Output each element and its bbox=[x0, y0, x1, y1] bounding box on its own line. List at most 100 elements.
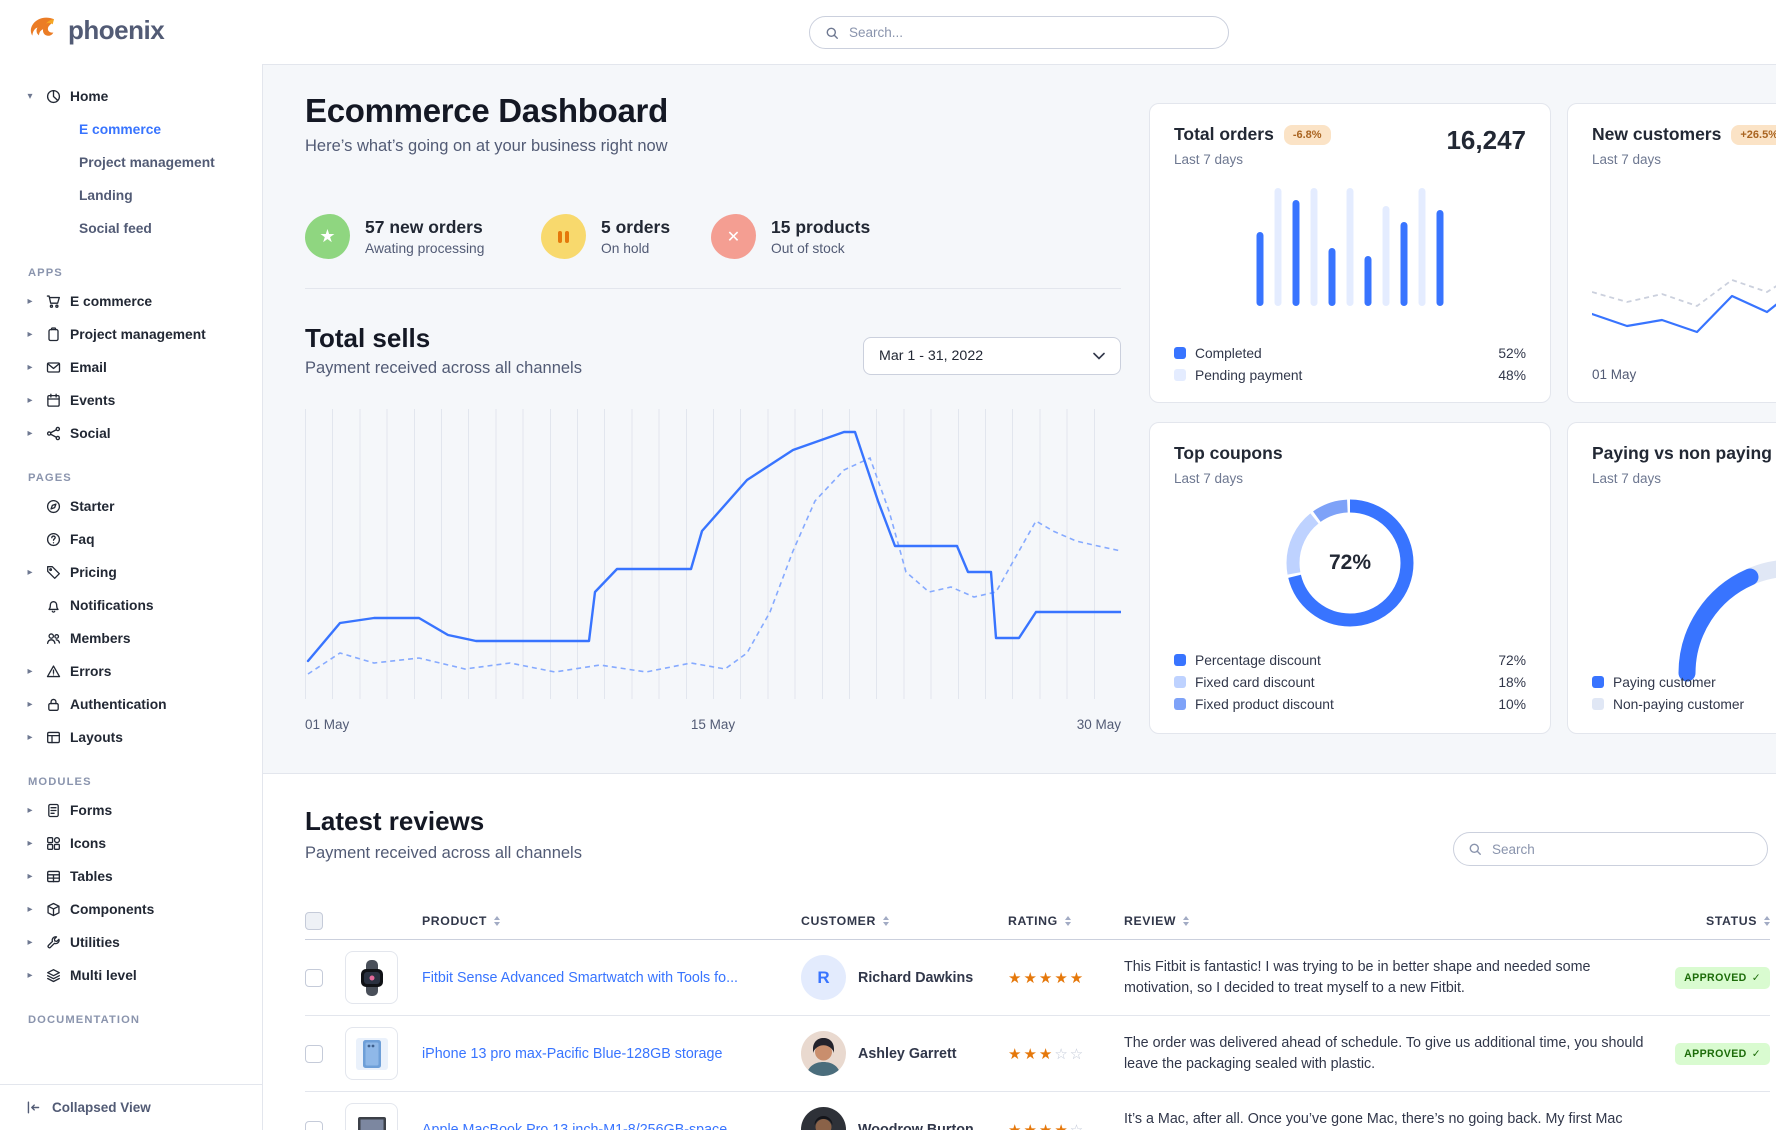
paying-vs-non-paying-card: Paying vs non paying Last 7 days Paying … bbox=[1567, 422, 1776, 734]
top-coupons-center-value: 72% bbox=[1328, 551, 1372, 574]
column-review[interactable]: REVIEW bbox=[1124, 914, 1680, 928]
rating-stars: ★★★★☆ bbox=[1008, 1120, 1086, 1130]
sidebar-item-errors[interactable]: ▸ Errors bbox=[0, 655, 262, 688]
sidebar-item-landing[interactable]: Landing bbox=[79, 188, 133, 203]
review-text: The order was delivered ahead of schedul… bbox=[1124, 1034, 1644, 1072]
product-image-fitbit[interactable] bbox=[345, 951, 398, 1004]
table-row: Fitbit Sense Advanced Smartwatch with To… bbox=[305, 940, 1770, 1016]
review-text: It’s a Mac, after all. Once you’ve gone … bbox=[1124, 1110, 1623, 1127]
sidebar-item-pricing[interactable]: ▸ Pricing bbox=[0, 556, 262, 589]
sidebar-item-faq[interactable]: Faq bbox=[0, 523, 262, 556]
sidebar-item-utilities[interactable]: ▸ Utilities bbox=[0, 926, 262, 959]
layout-icon bbox=[45, 730, 61, 746]
x-icon: ✕ bbox=[711, 214, 756, 259]
avatar: R bbox=[801, 955, 846, 1000]
sidebar-item-multi-level[interactable]: ▸ Multi level bbox=[0, 959, 262, 992]
sidebar-item-components[interactable]: ▸ Components bbox=[0, 893, 262, 926]
caret-right-icon: ▸ bbox=[27, 329, 33, 340]
sidebar-item-tables[interactable]: ▸ Tables bbox=[0, 860, 262, 893]
page-title: Ecommerce Dashboard bbox=[305, 92, 668, 129]
total-sells-x-axis: 01 May 15 May 30 May bbox=[305, 717, 1121, 732]
global-search[interactable] bbox=[809, 16, 1229, 49]
tag-icon bbox=[45, 565, 61, 581]
customer-name: Woodrow Burton bbox=[858, 1121, 974, 1130]
product-link[interactable]: Fitbit Sense Advanced Smartwatch with To… bbox=[422, 969, 739, 986]
sidebar-item-starter[interactable]: Starter bbox=[0, 490, 262, 523]
clipboard-icon bbox=[45, 327, 61, 343]
page-subtitle: Here’s what’s going on at your business … bbox=[305, 137, 668, 155]
wrench-icon bbox=[45, 935, 61, 951]
column-rating[interactable]: RATING bbox=[1008, 914, 1124, 928]
sidebar-item-layouts[interactable]: ▸ Layouts bbox=[0, 721, 262, 754]
top-coupons-donut-chart: 72% bbox=[1280, 493, 1420, 633]
global-search-input[interactable] bbox=[849, 25, 1213, 40]
reviews-table: PRODUCT CUSTOMER RATING REVIEW STATUS Fi… bbox=[305, 902, 1770, 1130]
sidebar-item-icons[interactable]: ▸ Icons bbox=[0, 827, 262, 860]
date-range-select[interactable]: Mar 1 - 31, 2022 bbox=[863, 337, 1121, 375]
new-customers-card: New customers +26.5% Last 7 days 01 May bbox=[1567, 103, 1776, 403]
sidebar-item-email[interactable]: ▸ Email bbox=[0, 351, 262, 384]
row-checkbox[interactable] bbox=[305, 968, 323, 987]
product-link[interactable]: Apple MacBook Pro 13 inch-M1-8/256GB-spa… bbox=[422, 1121, 728, 1130]
reviews-search[interactable] bbox=[1453, 832, 1768, 866]
previous-period-line bbox=[307, 456, 1121, 675]
sidebar-item-social-feed[interactable]: Social feed bbox=[79, 221, 152, 236]
caret-right-icon: ▸ bbox=[27, 805, 33, 816]
total-orders-change-badge: -6.8% bbox=[1283, 124, 1331, 145]
star-icon: ★ bbox=[305, 214, 350, 259]
new-customers-period: Last 7 days bbox=[1592, 152, 1662, 167]
customer-cell[interactable]: Woodrow Burton bbox=[801, 1107, 1008, 1130]
paying-period: Last 7 days bbox=[1592, 471, 1662, 486]
sidebar-section-pages: PAGES bbox=[28, 472, 72, 484]
check-icon: ✓ bbox=[1751, 1047, 1761, 1060]
sidebar-item-forms[interactable]: ▸ Forms bbox=[0, 794, 262, 827]
top-coupons-card: Top coupons Last 7 days 72% Percentage d… bbox=[1149, 422, 1551, 734]
brand-logo[interactable]: phoenix bbox=[26, 15, 165, 46]
column-status[interactable]: STATUS bbox=[1706, 914, 1770, 928]
lock-icon bbox=[45, 697, 61, 713]
product-link[interactable]: iPhone 13 pro max-Pacific Blue-128GB sto… bbox=[422, 1045, 723, 1062]
sidebar-item-home[interactable]: ▾ Home bbox=[0, 80, 262, 113]
caret-right-icon: ▸ bbox=[27, 567, 33, 578]
sidebar-item-social[interactable]: ▸ Social bbox=[0, 417, 262, 450]
product-image-iphone[interactable] bbox=[345, 1027, 398, 1080]
avatar bbox=[801, 1107, 846, 1130]
collapse-sidebar-icon bbox=[27, 1101, 40, 1114]
sidebar-item-project-management-dashboard[interactable]: Project management bbox=[79, 155, 215, 170]
sidebar-item-ecommerce-dashboard[interactable]: E commerce bbox=[79, 122, 162, 137]
phoenix-logo-icon bbox=[30, 17, 54, 36]
customer-name: Ashley Garrett bbox=[858, 1045, 957, 1062]
brand-name: phoenix bbox=[68, 15, 165, 45]
calendar-icon bbox=[45, 393, 61, 409]
total-orders-period: Last 7 days bbox=[1174, 152, 1244, 167]
sidebar-item-authentication[interactable]: ▸ Authentication bbox=[0, 688, 262, 721]
row-checkbox[interactable] bbox=[305, 1044, 323, 1063]
sidebar-item-events[interactable]: ▸ Events bbox=[0, 384, 262, 417]
reviews-search-input[interactable] bbox=[1492, 841, 1753, 857]
new-customers-prev-line bbox=[1592, 278, 1776, 308]
current-period-line bbox=[306, 430, 1121, 663]
share-icon bbox=[45, 426, 61, 442]
status-badge: APPROVED ✓ bbox=[1675, 1042, 1770, 1065]
sidebar-section-apps: APPS bbox=[28, 267, 63, 279]
new-customers-title: New customers bbox=[1592, 124, 1722, 144]
collapsed-view-label: Collapsed View bbox=[52, 1100, 151, 1115]
collapsed-view-toggle[interactable]: Collapsed View bbox=[0, 1084, 262, 1130]
column-product[interactable]: PRODUCT bbox=[422, 914, 801, 928]
product-image-macbook[interactable] bbox=[345, 1103, 398, 1130]
customer-cell[interactable]: Ashley Garrett bbox=[801, 1031, 1008, 1076]
sidebar-item-notifications[interactable]: Notifications bbox=[0, 589, 262, 622]
new-customers-change-badge: +26.5% bbox=[1731, 124, 1776, 145]
customer-cell[interactable]: R Richard Dawkins bbox=[801, 955, 1008, 1000]
row-checkbox[interactable] bbox=[305, 1120, 323, 1130]
total-orders-title: Total orders bbox=[1174, 124, 1274, 144]
sidebar-item-ecommerce-app[interactable]: ▸ E commerce bbox=[0, 285, 262, 318]
sidebar-item-members[interactable]: Members bbox=[0, 622, 262, 655]
reviews-table-header: PRODUCT CUSTOMER RATING REVIEW STATUS bbox=[305, 902, 1770, 940]
sidebar-item-project-management-app[interactable]: ▸ Project management bbox=[0, 318, 262, 351]
search-icon bbox=[1469, 843, 1481, 855]
latest-reviews-subtitle: Payment received across all channels bbox=[305, 844, 582, 862]
column-customer[interactable]: CUSTOMER bbox=[801, 914, 1008, 928]
total-sells-chart[interactable] bbox=[305, 409, 1121, 699]
select-all-checkbox[interactable] bbox=[305, 911, 323, 930]
